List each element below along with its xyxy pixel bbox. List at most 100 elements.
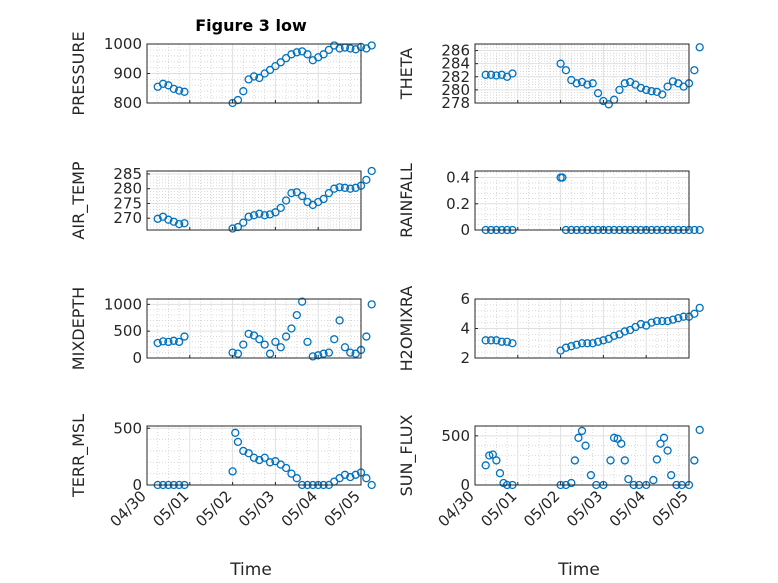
data-point (695, 225, 704, 235)
x-tick-label: 04/30 (435, 487, 478, 530)
y-axis-label: THETA (397, 48, 416, 100)
data-point (577, 339, 587, 348)
data-point (609, 433, 619, 442)
data-point (695, 43, 704, 52)
y-axis-label: H2OMIXRA (397, 286, 416, 372)
axes-frame (474, 170, 690, 231)
data-point (659, 433, 669, 442)
data-point (340, 343, 350, 352)
axes-frame (146, 170, 362, 231)
x-tick-label: 05/05 (321, 487, 364, 530)
x-axis-label: Time (229, 560, 272, 580)
x-tick-label: 05/05 (649, 487, 692, 530)
axes-frame (146, 425, 362, 486)
data-point (656, 439, 665, 448)
data-point (158, 79, 168, 88)
data-point (340, 183, 350, 192)
y-axis-label: SUN_FLUX (397, 415, 417, 497)
data-point (244, 329, 253, 339)
y-tick-label: 275 (113, 194, 142, 212)
data-point (556, 59, 565, 68)
data-point (276, 343, 285, 352)
data-point (502, 337, 512, 346)
data-point (292, 48, 301, 57)
data-point (567, 478, 576, 488)
data-point (636, 83, 645, 93)
data-point (324, 188, 334, 198)
data-point (158, 337, 168, 346)
data-point (228, 224, 237, 233)
data-point (287, 188, 296, 198)
data-point (679, 312, 688, 321)
data-point (164, 215, 173, 224)
series-markers (153, 41, 376, 108)
data-point (265, 65, 275, 75)
plot-area (147, 426, 361, 485)
data-point (492, 336, 501, 345)
y-tick-label: 500 (441, 427, 470, 445)
data-point (174, 86, 184, 95)
y-tick-label: 0 (132, 349, 142, 367)
x-tick-label: 05/01 (149, 487, 192, 530)
subplot-mixdepth: 0 500 1000 MIXDEPTH (69, 287, 376, 370)
data-point (276, 58, 285, 67)
data-point (668, 77, 678, 86)
data-point (649, 475, 658, 485)
data-point (486, 70, 496, 79)
data-point (180, 87, 189, 96)
data-point (690, 225, 699, 235)
data-point (581, 441, 590, 450)
data-point (180, 219, 189, 228)
data-point (488, 450, 497, 459)
data-point (690, 66, 699, 75)
data-point (481, 461, 490, 470)
data-point (231, 428, 240, 437)
data-point (485, 451, 494, 460)
data-point (239, 446, 248, 456)
data-point (367, 300, 376, 309)
data-point (636, 319, 645, 329)
y-tick-label: 284 (441, 55, 470, 73)
data-point (481, 336, 490, 345)
data-point (324, 45, 334, 55)
data-point (260, 453, 269, 462)
data-point (255, 209, 264, 218)
x-tick-label: 05/02 (520, 487, 563, 530)
data-point (609, 331, 619, 341)
figure-title: Figure 3 low (195, 16, 307, 35)
data-point (239, 218, 248, 227)
data-point (271, 208, 280, 217)
data-point (319, 50, 328, 59)
data-point (663, 446, 672, 455)
data-point (228, 467, 237, 476)
data-point (508, 69, 517, 78)
data-point (164, 337, 173, 347)
data-point (624, 474, 633, 484)
data-point (586, 471, 596, 480)
y-tick-label: 278 (441, 94, 470, 112)
data-point (249, 211, 259, 220)
y-tick-label: 2 (460, 349, 470, 367)
data-point (239, 340, 248, 349)
data-point (281, 332, 291, 341)
data-point (287, 324, 296, 333)
series-markers (153, 297, 376, 361)
data-point (314, 351, 323, 360)
data-point (265, 458, 275, 467)
data-point (153, 338, 162, 348)
data-point (346, 184, 355, 193)
y-tick-label: 280 (441, 81, 470, 99)
data-point (244, 449, 253, 458)
data-point (572, 340, 581, 349)
x-tick-label: 05/02 (192, 487, 235, 530)
y-tick-label: 800 (113, 94, 142, 112)
data-point (497, 70, 506, 79)
data-point (233, 95, 243, 105)
data-point (497, 337, 506, 346)
data-point (303, 50, 312, 59)
x-tick-label: 05/03 (563, 487, 606, 530)
data-point (667, 471, 676, 480)
data-point (617, 439, 626, 448)
data-point (583, 339, 592, 348)
